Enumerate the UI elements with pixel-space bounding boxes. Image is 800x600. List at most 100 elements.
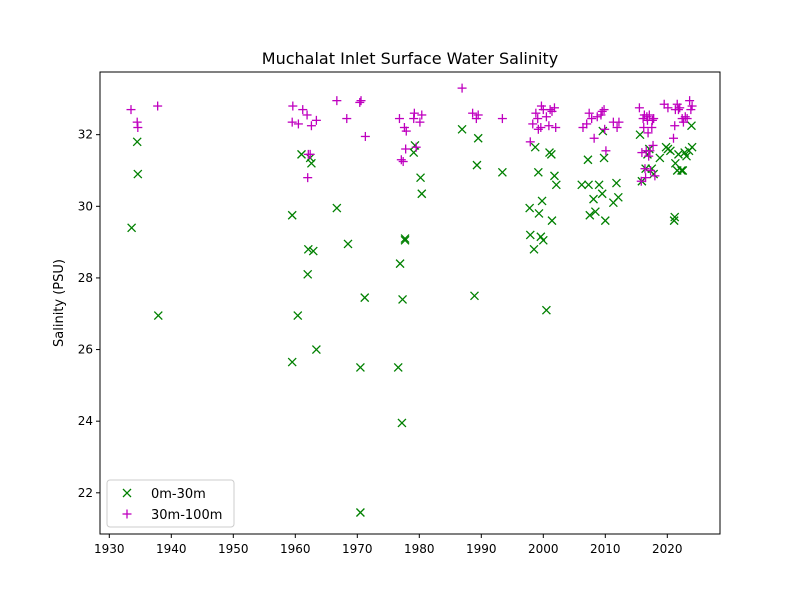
data-point [547,216,557,226]
y-axis-label: Salinity (PSU) [52,259,67,347]
data-point [599,153,609,163]
data-point [546,149,556,159]
data-point [675,103,685,113]
data-point [395,259,405,269]
data-point [682,114,692,124]
data-point [643,128,653,138]
data-point [342,114,352,124]
data-point [360,131,370,141]
data-point [308,246,318,256]
data-point [530,142,540,152]
data-point [400,234,410,243]
data-point [687,121,696,131]
series-shallow [127,121,697,517]
data-point [612,123,622,133]
data-point [669,133,678,143]
data-point [545,105,555,115]
x-tick-label: 2000 [528,542,559,556]
data-point [303,269,313,279]
data-point [297,149,306,159]
data-point [589,133,599,143]
x-tick-label: 2020 [652,542,683,556]
axes-frame [99,71,721,535]
data-point [343,239,353,249]
data-point [597,106,607,116]
data-point [457,83,467,93]
data-point [528,119,538,129]
data-point [682,151,691,161]
data-point [311,345,321,355]
data-point [594,180,604,190]
legend-box [106,479,235,528]
data-point [644,151,654,161]
data-point [614,117,624,127]
data-point [612,178,621,188]
x-tick-label: 1940 [156,542,187,556]
data-point [534,209,544,218]
data-point [663,103,673,113]
data-point [673,105,683,115]
data-point [583,155,593,165]
data-point [417,110,427,120]
data-point [589,194,598,204]
data-point [665,146,675,156]
data-point [669,216,679,226]
data-point [287,117,297,127]
data-point [584,180,594,190]
data-point [153,311,163,320]
data-point [650,171,660,181]
data-point [647,115,657,125]
data-point [153,101,163,111]
data-point [303,244,313,254]
data-point [585,210,595,220]
data-point [677,166,687,175]
data-point [646,165,656,175]
legend: 0m-30m 30m-100m [106,479,235,528]
data-point [417,189,427,199]
data-point [645,146,655,156]
x-tick-label: 1960 [280,542,311,556]
x-tick-label: 1990 [466,542,497,556]
data-point [525,203,535,213]
data-point [538,235,548,245]
data-point [533,167,543,177]
data-point [598,126,608,136]
data-point [525,137,535,147]
y-tick-label: 26 [78,343,93,357]
data-point [302,110,312,120]
data-point [649,114,659,124]
data-point [685,96,695,106]
data-point [531,108,541,118]
data-point [288,101,298,111]
data-point [457,124,467,134]
data-point [126,105,136,115]
data-point [600,216,610,226]
data-point [415,117,425,127]
data-point [590,207,600,217]
data-point [529,244,539,254]
legend-label: 0m-30m [151,487,206,502]
data-point [287,210,297,220]
data-point [393,363,403,372]
data-point [640,164,650,174]
data-point [355,363,365,372]
data-point [687,101,697,111]
data-point [287,357,297,367]
y-axis: 22 24 26 28 30 32 [78,128,100,500]
y-tick-label: 28 [78,271,93,285]
series-deep [126,83,697,186]
data-point [401,144,411,154]
x-axis: 1930 1940 1950 1960 1970 1980 1990 2000 2010 2020 [94,534,683,556]
data-point [597,189,607,199]
data-point [472,160,482,170]
data-point [541,305,551,315]
legend-marker [122,509,132,519]
data-point [599,105,609,115]
data-point [132,137,142,147]
data-point [470,291,479,301]
data-point [332,203,342,213]
data-point [303,173,313,183]
data-point [401,126,411,136]
data-point [356,96,366,106]
data-point [360,293,370,303]
